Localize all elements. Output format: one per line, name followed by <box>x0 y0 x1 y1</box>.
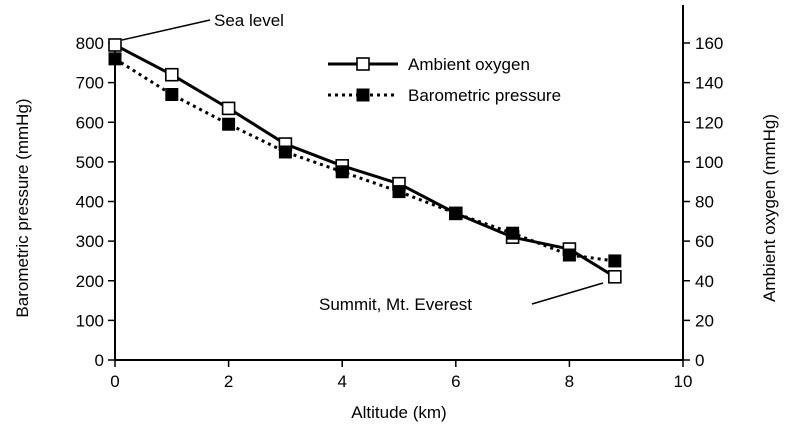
data-point-barometric-pressure <box>506 226 520 240</box>
x-tick-label: 4 <box>337 372 346 391</box>
summit-label: Summit, Mt. Everest <box>319 295 472 314</box>
data-point-ambient-oxygen <box>165 67 179 82</box>
sea-level-label: Sea level <box>214 11 284 30</box>
data-point-barometric-pressure <box>108 52 122 66</box>
y-right-tick-label: 80 <box>695 193 714 212</box>
series-line-barometric-pressure <box>114 57 616 263</box>
data-point-ambient-oxygen <box>221 101 236 116</box>
y-right-tick-label: 100 <box>695 153 723 172</box>
x-tick-label: 0 <box>110 372 119 391</box>
data-point-barometric-pressure <box>392 185 406 199</box>
series-group <box>108 38 622 284</box>
legend-pressure-marker <box>356 88 370 102</box>
x-tick-label: 2 <box>224 372 233 391</box>
y-left-tick-label: 0 <box>95 351 104 370</box>
y-left-tick-label: 800 <box>76 34 104 53</box>
data-point-barometric-pressure <box>608 254 622 268</box>
y-axis-left-title: Barometric pressure (mmHg) <box>13 98 32 317</box>
legend: Ambient oxygen Barometric pressure <box>328 55 561 105</box>
sea-level-leader <box>121 19 211 41</box>
y-left-tick-label: 100 <box>76 311 104 330</box>
y-left-tick-label: 300 <box>76 232 104 251</box>
annotation-summit: Summit, Mt. Everest <box>319 282 604 314</box>
tick-group: 0 2 4 6 8 10010020030040050060070080002040608… <box>76 34 724 391</box>
y-right-tick-label: 160 <box>695 34 723 53</box>
data-point-barometric-pressure <box>165 88 179 102</box>
legend-oxygen-marker <box>356 57 370 71</box>
data-point-barometric-pressure <box>562 248 576 262</box>
y-right-tick-label: 40 <box>695 272 714 291</box>
y-left-tick-label: 500 <box>76 153 104 172</box>
y-left-tick-label: 200 <box>76 272 104 291</box>
x-axis-title: Altitude (km) <box>351 403 446 422</box>
y-left-tick-label: 700 <box>76 74 104 93</box>
y-right-tick-label: 20 <box>695 311 714 330</box>
x-tick-label: 6 <box>451 372 460 391</box>
y-right-tick-label: 0 <box>695 351 704 370</box>
legend-pressure-label: Barometric pressure <box>408 86 561 105</box>
y-left-tick-label: 600 <box>76 113 104 132</box>
x-tick-label: 10 <box>674 372 693 391</box>
data-point-barometric-pressure <box>449 206 463 220</box>
series-line-ambient-oxygen <box>114 43 616 279</box>
summit-leader <box>531 282 604 305</box>
y-right-tick-label: 140 <box>695 74 723 93</box>
data-point-barometric-pressure <box>222 117 236 131</box>
annotation-sea-level: Sea level <box>121 11 284 41</box>
x-tick-label: 8 <box>565 372 574 391</box>
y-right-tick-label: 60 <box>695 232 714 251</box>
data-point-barometric-pressure <box>335 165 349 179</box>
y-right-tick-label: 120 <box>695 113 723 132</box>
data-point-ambient-oxygen <box>608 269 622 284</box>
data-point-barometric-pressure <box>278 145 292 159</box>
y-axis-right-title: Ambient oxygen (mmHg) <box>760 114 779 302</box>
data-point-ambient-oxygen <box>108 38 122 52</box>
y-left-tick-label: 400 <box>76 193 104 212</box>
legend-oxygen-label: Ambient oxygen <box>408 55 530 74</box>
